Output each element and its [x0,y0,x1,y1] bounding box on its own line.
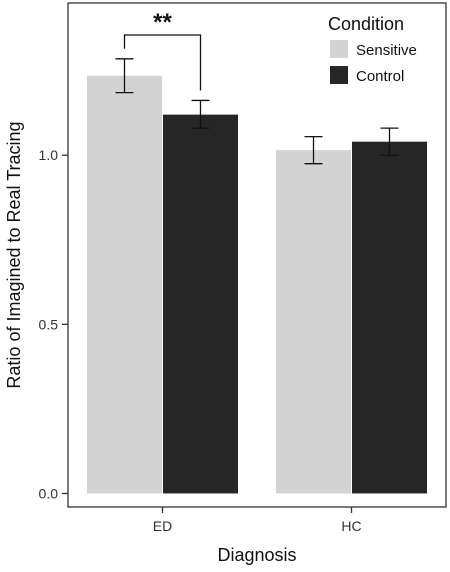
significance-annotation: ** [123,9,202,91]
bars-layer [87,75,427,494]
legend-label-control: Control [356,68,404,85]
plot-panel [67,2,447,508]
x-tick-label: ED [153,518,172,534]
y-axis-title: Ratio of Imagined to Real Tracing [4,121,24,388]
y-tick-label: 0.5 [39,316,59,332]
legend-swatch-sensitive [330,40,348,58]
bar-ed-sensitive [87,75,162,494]
x-axis-title: Diagnosis [217,545,296,565]
legend-title: Condition [328,14,404,34]
bar-hc-control [352,141,427,494]
legend-label-sensitive: Sensitive [356,42,417,59]
x-tick-label: HC [341,518,361,534]
legend: Condition Sensitive Control [328,14,417,85]
significance-bracket [123,34,202,91]
y-axis: 0.0 0.5 1.0 [39,147,68,501]
legend-swatch-control [330,66,348,84]
error-bar-hc-control [380,127,399,156]
y-tick-label: 0.0 [39,485,59,501]
error-bars-layer [115,58,399,165]
error-bar-ed-sensitive [115,58,134,94]
error-bar-ed-control [191,99,210,129]
error-bar-hc-sensitive [304,135,323,165]
significance-stars: ** [153,9,172,36]
bar-ed-control [163,114,238,494]
y-tick-label: 1.0 [39,147,59,163]
x-axis: ED HC [153,507,362,534]
bar-hc-sensitive [276,150,351,494]
